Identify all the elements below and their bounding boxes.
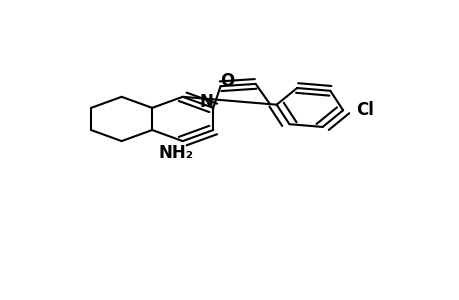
Text: N: N <box>199 94 213 112</box>
Text: O: O <box>219 72 234 90</box>
Text: NH₂: NH₂ <box>158 144 193 162</box>
Text: Cl: Cl <box>355 101 373 119</box>
